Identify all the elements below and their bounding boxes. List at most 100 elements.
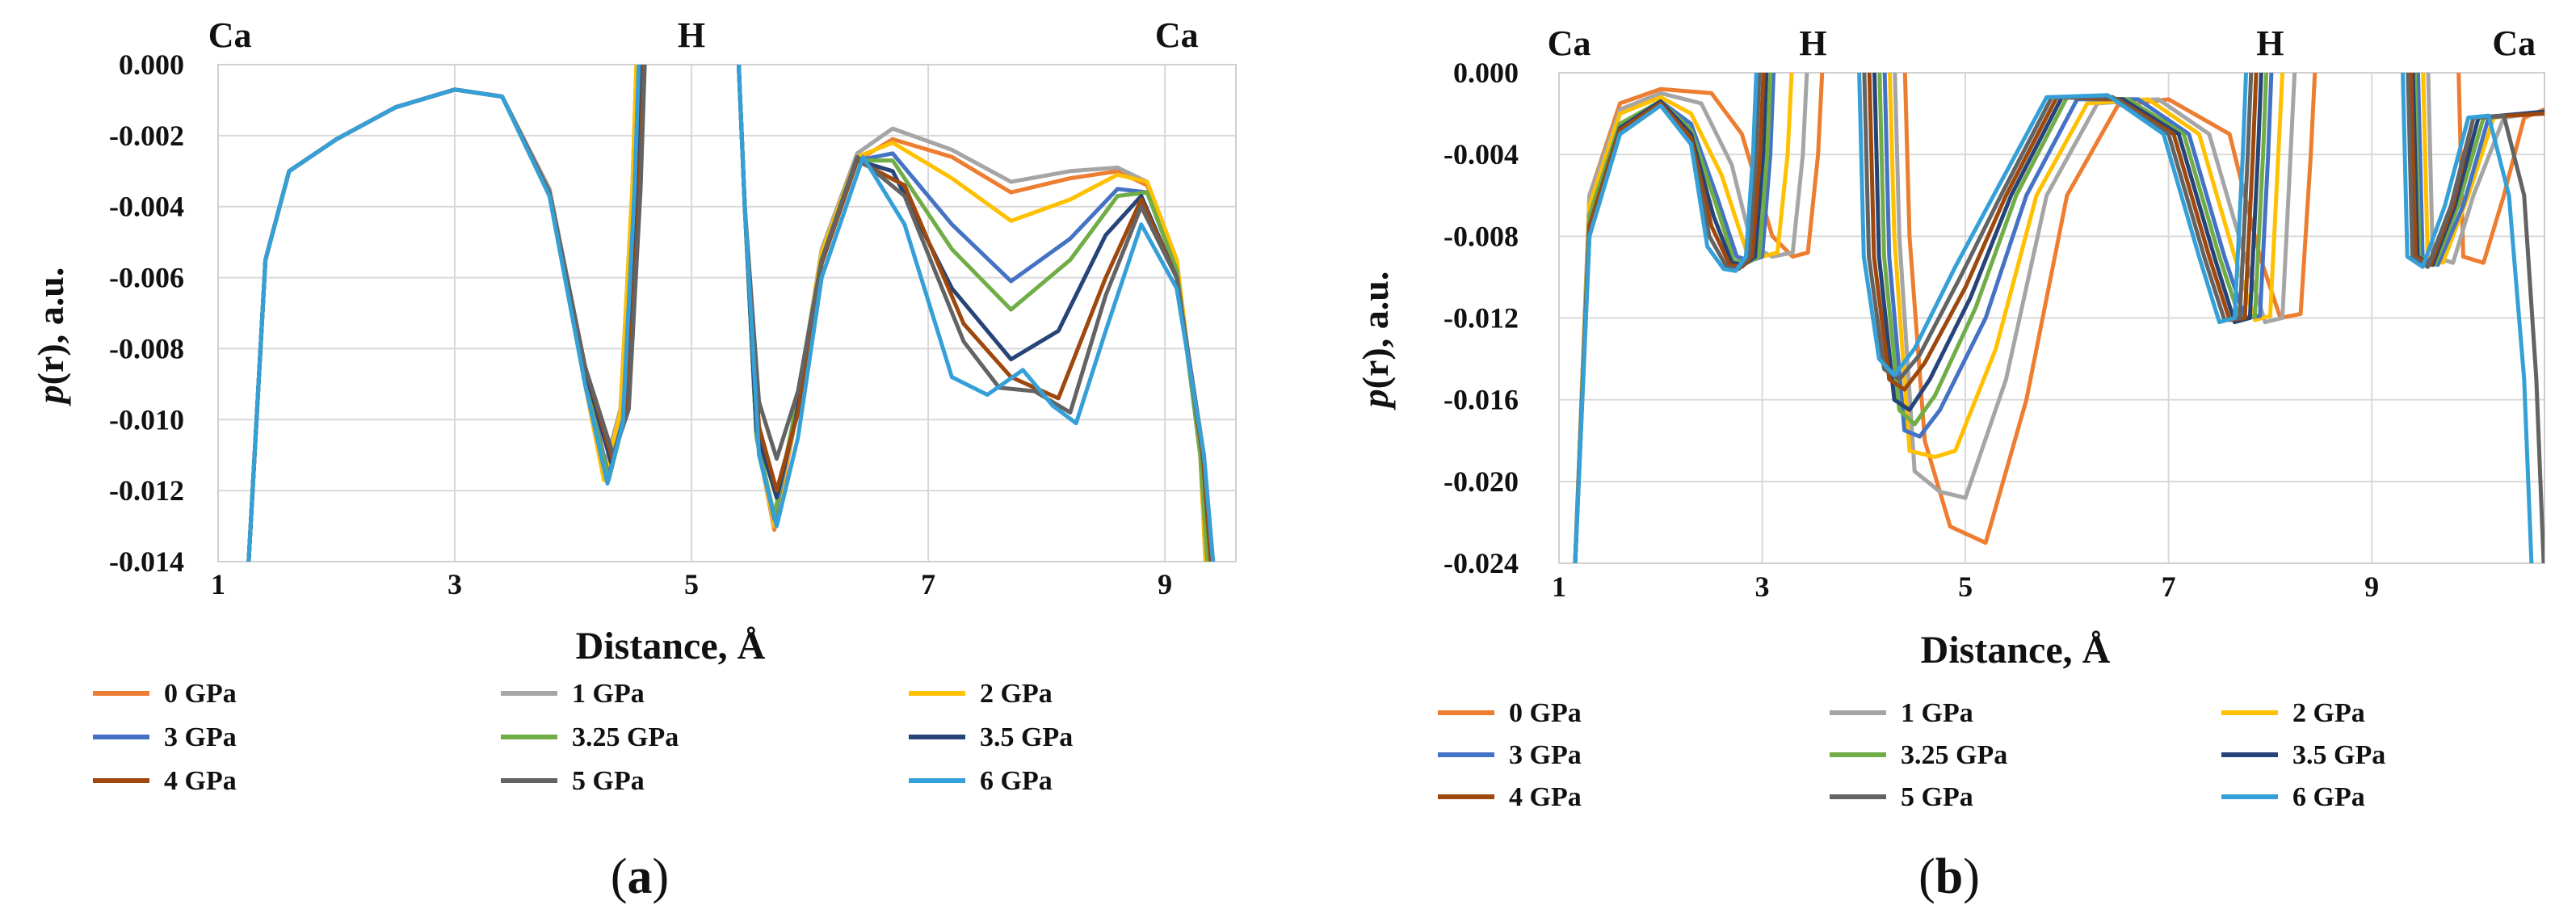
legend-item: 0 GPa [93, 679, 237, 709]
y-tick-label: 0.000 [1453, 57, 1519, 89]
series-line-6-gpa [246, 65, 1216, 562]
y-tick-label: -0.012 [1443, 302, 1519, 335]
series-line-6-gpa [1573, 73, 2534, 563]
legend-item: 3 GPa [1438, 740, 1582, 770]
y-tick-label: -0.008 [109, 332, 184, 364]
y-tick-label: -0.010 [109, 403, 184, 436]
y-tick-label: -0.020 [1443, 465, 1519, 498]
y-tick-label: 0.000 [119, 48, 184, 81]
series-line-1-gpa [246, 65, 1208, 562]
series-group-b [1573, 73, 2544, 563]
legend-label: 3.5 GPa [2292, 740, 2385, 770]
atom-labels-a: Ca H Ca [208, 15, 1199, 55]
legend-label: 6 GPa [980, 766, 1053, 796]
x-tick-label: 9 [2364, 571, 2379, 603]
series-line-1-gpa [1573, 73, 2544, 563]
plot-frame [1558, 72, 2545, 564]
legend-item: 1 GPa [501, 679, 645, 709]
legend-label: 1 GPa [572, 679, 645, 709]
legend-item: 4 GPa [93, 766, 237, 796]
legend-item: 3.5 GPa [909, 722, 1073, 752]
grid-a [217, 64, 1237, 562]
legend-label: 2 GPa [2292, 698, 2365, 728]
series-line-2-gpa [246, 65, 1208, 562]
atom-labels-b: Ca H H Ca [1548, 23, 2536, 63]
y-tick-label: -0.024 [1443, 547, 1519, 579]
x-tick-label: 1 [1552, 571, 1566, 603]
y-tick-label: -0.012 [109, 474, 184, 507]
legend-b: 0 GPa 1 GPa 2 GPa 3 GPa 3.25 GPa 3.5 GPa 4 GPa… [1438, 698, 2385, 812]
chart-panel-b: 0.000 -0.004 -0.008 -0.012 -0.016 -0.020 -0.02… [1355, 23, 2545, 904]
y-tick-label: -0.004 [1443, 138, 1519, 171]
legend-label: 3.25 GPa [1901, 740, 2007, 770]
legend-label: 5 GPa [572, 766, 645, 796]
legend-label: 3 GPa [164, 722, 237, 752]
series-line-3-25-gpa [246, 65, 1210, 562]
legend-item: 3 GPa [93, 722, 237, 752]
x-tick-label: 7 [921, 568, 935, 600]
legend-label: 0 GPa [1509, 698, 1582, 728]
x-tick-label: 5 [1958, 571, 1973, 603]
y-tick-label: -0.016 [1443, 384, 1519, 416]
x-tick-label: 9 [1158, 568, 1172, 600]
legend-label: 6 GPa [2292, 782, 2365, 812]
x-tick-labels-a: 1 3 5 7 9 [211, 568, 1172, 600]
legend-a: 0 GPa 1 GPa 2 GPa 3 GPa 3.25 GPa 3.5 GPa 4 GPa… [93, 679, 1073, 796]
legend-item: 5 GPa [1830, 782, 1973, 812]
y-tick-labels-b: 0.000 -0.004 -0.008 -0.012 -0.016 -0.020 -0.02… [1443, 57, 1519, 579]
legend-item: 4 GPa [1438, 782, 1582, 812]
legend-item: 1 GPa [1830, 698, 1973, 728]
atom-label-h: H [678, 15, 705, 55]
x-axis-label-a: Distance, Å [576, 625, 766, 667]
legend-item: 2 GPa [2221, 698, 2365, 728]
plot-frame [217, 64, 1237, 562]
legend-item: 3.25 GPa [1830, 740, 2007, 770]
atom-label-h: H [1799, 23, 1826, 63]
legend-item: 5 GPa [501, 766, 645, 796]
y-tick-label: -0.014 [109, 545, 184, 578]
x-tick-label: 7 [2162, 571, 2176, 603]
atom-label-ca: Ca [208, 15, 252, 55]
legend-label: 5 GPa [1901, 782, 1973, 812]
series-line-3-5-gpa [246, 65, 1213, 562]
series-line-3-gpa [1573, 73, 2544, 563]
x-tick-label: 1 [211, 568, 225, 600]
series-line-3-5-gpa [1573, 73, 2544, 563]
series-group-a [246, 65, 1216, 562]
atom-label-h: H [2256, 23, 2284, 63]
legend-item: 3.5 GPa [2221, 740, 2385, 770]
series-line-5-gpa [246, 65, 1216, 562]
series-line-3-gpa [246, 65, 1210, 562]
x-tick-labels-b: 1 3 5 7 9 [1552, 571, 2379, 603]
panel-label-a: (a) [611, 849, 669, 904]
x-axis-label-b: Distance, Å [1921, 629, 2111, 672]
legend-label: 3.5 GPa [980, 722, 1073, 752]
series-line-3-25-gpa [1573, 73, 2544, 563]
series-line-2-gpa [1573, 73, 2544, 563]
y-axis-label-a: p(r), a.u. [30, 267, 71, 407]
x-tick-label: 3 [448, 568, 462, 600]
y-tick-labels-a: 0.000 -0.002 -0.004 -0.006 -0.008 -0.010 -0.01… [109, 48, 184, 578]
atom-label-ca: Ca [1548, 23, 1591, 63]
y-tick-label: -0.004 [109, 191, 184, 223]
y-tick-label: -0.008 [1443, 220, 1519, 252]
panel-label-b: (b) [1918, 849, 1980, 904]
legend-item: 0 GPa [1438, 698, 1582, 728]
series-line-0-gpa [246, 65, 1208, 562]
legend-label: 4 GPa [1509, 782, 1582, 812]
legend-label: 1 GPa [1901, 698, 1973, 728]
legend-label: 0 GPa [164, 679, 237, 709]
series-line-4-gpa [1573, 73, 2544, 563]
atom-label-ca: Ca [2492, 23, 2536, 63]
series-line-5-gpa [1573, 73, 2544, 563]
legend-label: 2 GPa [980, 679, 1053, 709]
legend-item: 6 GPa [2221, 782, 2365, 812]
legend-label: 3.25 GPa [572, 722, 679, 752]
y-tick-label: -0.002 [109, 120, 184, 152]
legend-item: 6 GPa [909, 766, 1053, 796]
legend-item: 2 GPa [909, 679, 1053, 709]
legend-item: 3.25 GPa [501, 722, 679, 752]
series-line-0-gpa [1573, 73, 2544, 563]
legend-label: 3 GPa [1509, 740, 1582, 770]
